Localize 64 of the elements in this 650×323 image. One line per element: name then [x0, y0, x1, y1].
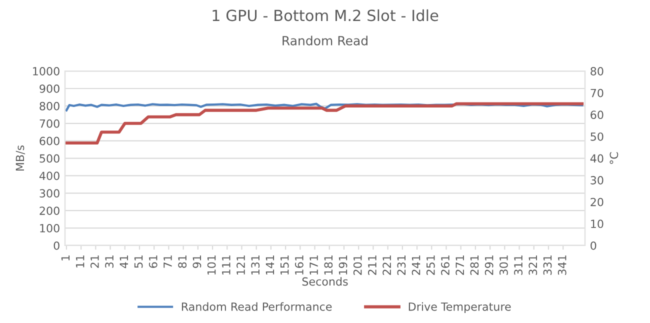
y2-tick-label: 20 — [590, 198, 604, 206]
y-tick-label: 500 — [40, 154, 60, 163]
chart-title: 1 GPU - Bottom M.2 Slot - Idle — [212, 9, 438, 22]
x-tick-label: 141 — [266, 256, 274, 274]
x-tick-label: 281 — [470, 256, 479, 275]
x-tick-label: 61 — [148, 256, 158, 268]
line-series — [65, 102, 584, 145]
x-axis-title: Seconds — [302, 277, 348, 286]
x-tick-label: 181 — [324, 256, 333, 274]
x-tick-label: 101 — [207, 256, 216, 274]
y2-tick-label: 80 — [590, 67, 604, 76]
y2-tick-label: 60 — [590, 110, 604, 120]
x-tick-label: 221 — [382, 256, 391, 275]
x-tick-label: 41 — [120, 256, 128, 268]
x-tick-label: 301 — [499, 256, 508, 275]
y-tick-label: 400 — [39, 172, 60, 180]
x-tick-label: 251 — [426, 256, 435, 275]
x-tick-label: 261 — [441, 256, 450, 275]
x-tick-label: 131 — [251, 256, 260, 274]
x-tick-label: 341 — [558, 256, 566, 275]
x-tick-label: 161 — [294, 256, 304, 274]
x-tick-label: 311 — [514, 256, 522, 275]
x-tick-label: 171 — [310, 256, 318, 274]
x-tick-label: 121 — [236, 256, 245, 274]
y-tick-label: 600 — [40, 136, 60, 146]
x-tick-label: 291 — [484, 256, 494, 275]
y-axis-title: MB/s — [16, 145, 26, 171]
y-tick-label: 1000 — [33, 67, 60, 76]
x-tick-label: 111 — [222, 256, 230, 274]
x-tick-label: 331 — [543, 256, 552, 275]
x-tick-label: 231 — [397, 256, 406, 275]
y-tick-label: 0 — [54, 241, 60, 250]
x-tick-label: 201 — [353, 256, 362, 275]
x-tick-label: 241 — [412, 256, 420, 275]
x-tick-label: 71 — [164, 256, 172, 268]
x-tick-label: 31 — [105, 256, 114, 268]
x-tick-label: 211 — [368, 256, 376, 275]
x-tick-label: 271 — [456, 256, 464, 275]
y2-tick-label: 0 — [590, 241, 596, 250]
x-tick-label: 1 — [61, 256, 70, 260]
y2-tick-label: 50 — [590, 132, 604, 141]
x-tick-label: 11 — [76, 256, 84, 268]
x-tick-label: 81 — [178, 256, 187, 268]
x-tick-label: 91 — [192, 256, 202, 268]
x-tick-label: 321 — [528, 256, 538, 275]
y-tick-label: 900 — [40, 84, 60, 93]
x-tick-label: 21 — [90, 256, 99, 268]
y2-tick-label: 40 — [590, 154, 604, 163]
y2-tick-label: 10 — [591, 220, 604, 228]
y-tick-label: 300 — [40, 189, 60, 198]
y-tick-label: 200 — [40, 206, 60, 215]
y2-tick-label: 30 — [590, 176, 604, 184]
x-tick-label: 151 — [280, 256, 289, 274]
legend-label: Random Read Performance — [182, 302, 332, 311]
legend-label: Drive Temperature — [408, 302, 511, 313]
y2-tick-label: 70 — [590, 88, 604, 98]
x-tick-label: 51 — [134, 256, 143, 268]
y-tick-label: 100 — [40, 224, 60, 232]
y2-axis-title: °C — [610, 152, 618, 164]
y-tick-label: 800 — [40, 102, 60, 110]
x-tick-label: 191 — [338, 256, 348, 274]
chart-subtitle: Random Read — [282, 36, 368, 46]
y-tick-label: 700 — [40, 119, 60, 128]
line-series — [65, 102, 584, 112]
